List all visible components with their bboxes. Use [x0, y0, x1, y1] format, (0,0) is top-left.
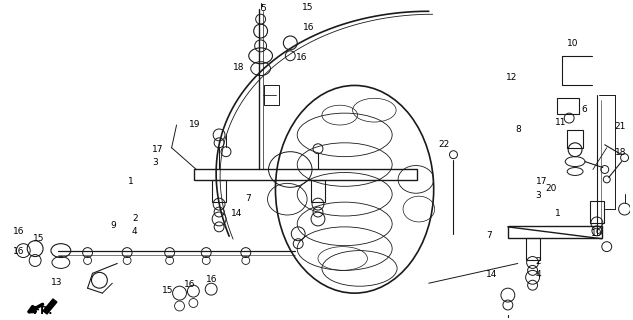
Text: 16: 16 — [13, 227, 25, 236]
Text: FR.: FR. — [33, 306, 53, 316]
Text: 17: 17 — [152, 145, 163, 154]
Text: 13: 13 — [51, 278, 63, 287]
Bar — [525, 238, 539, 260]
Text: 4: 4 — [132, 227, 138, 236]
Text: 20: 20 — [546, 184, 557, 193]
Text: 16: 16 — [184, 280, 195, 289]
Bar — [194, 169, 417, 180]
Text: 7: 7 — [486, 231, 492, 240]
Text: 15: 15 — [302, 4, 314, 12]
Text: 9: 9 — [110, 221, 116, 230]
Text: 19: 19 — [189, 120, 201, 129]
Text: 16: 16 — [303, 23, 315, 32]
Text: 10: 10 — [567, 39, 579, 48]
Text: 12: 12 — [506, 73, 517, 82]
Polygon shape — [43, 299, 57, 314]
Bar — [567, 130, 583, 148]
Text: 7: 7 — [245, 194, 251, 203]
Bar — [212, 180, 226, 202]
Text: 11: 11 — [555, 118, 567, 127]
Text: 22: 22 — [439, 140, 450, 149]
Text: 16: 16 — [296, 53, 308, 62]
Text: 17: 17 — [536, 177, 547, 187]
Text: 6: 6 — [581, 105, 587, 114]
Text: 14: 14 — [231, 209, 242, 218]
Text: 4: 4 — [536, 270, 541, 279]
Text: 3: 3 — [152, 158, 158, 167]
Text: 15: 15 — [33, 234, 45, 243]
Text: 1: 1 — [128, 177, 134, 187]
Text: 2: 2 — [132, 214, 138, 223]
Text: 15: 15 — [161, 286, 173, 295]
Text: 8: 8 — [516, 125, 522, 134]
Text: 16: 16 — [13, 247, 25, 256]
Text: 2: 2 — [536, 257, 541, 266]
Bar — [508, 226, 602, 238]
Bar — [263, 85, 279, 105]
Bar — [557, 98, 579, 114]
Text: 16: 16 — [206, 275, 218, 284]
Text: 3: 3 — [536, 191, 541, 200]
Text: 18: 18 — [233, 63, 244, 72]
Bar — [590, 201, 604, 223]
Text: 19: 19 — [591, 229, 603, 238]
Text: 5: 5 — [261, 4, 266, 13]
Bar — [311, 180, 325, 202]
Text: 21: 21 — [615, 122, 626, 131]
Text: 18: 18 — [615, 148, 626, 157]
Text: 14: 14 — [486, 270, 498, 279]
Text: 1: 1 — [555, 209, 561, 218]
